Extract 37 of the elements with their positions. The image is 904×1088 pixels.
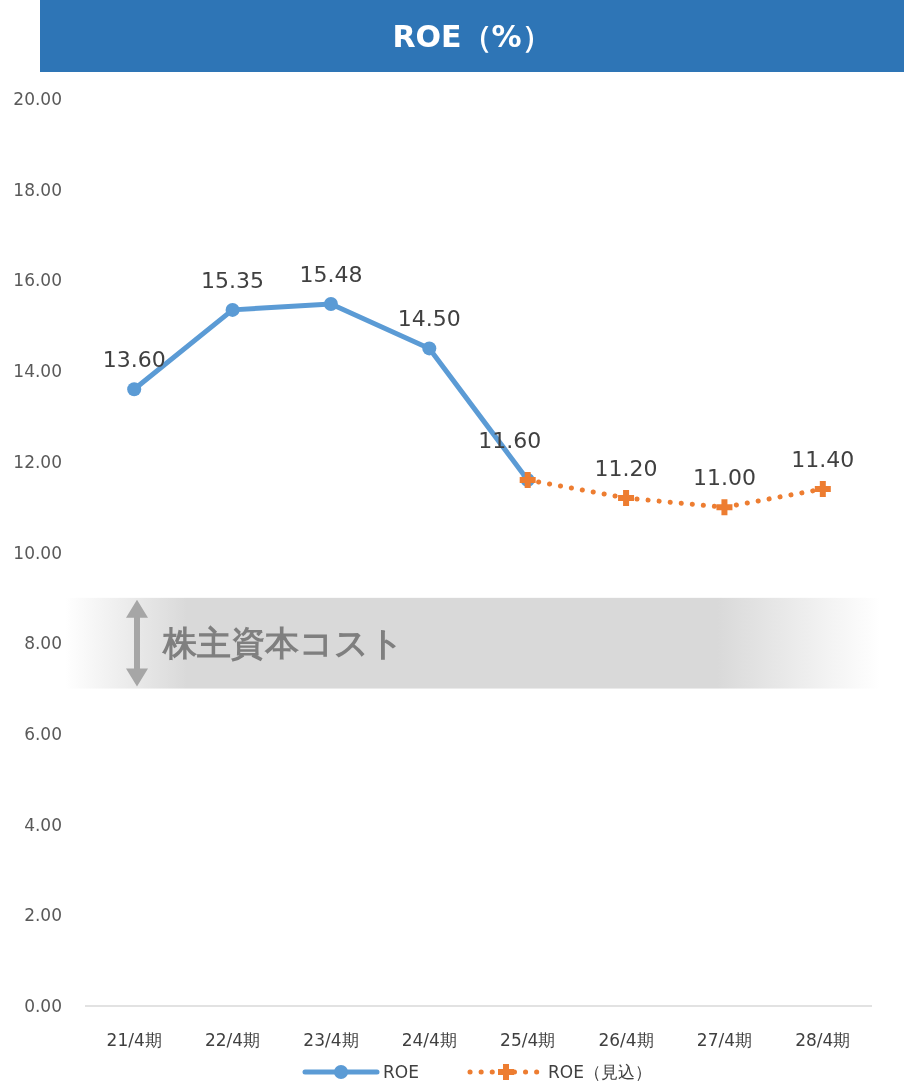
chart-title: ROE（%） bbox=[392, 19, 552, 54]
point bbox=[618, 490, 635, 507]
y-tick-label: 10.00 bbox=[13, 542, 62, 563]
point bbox=[716, 499, 733, 516]
y-tick-label: 20.00 bbox=[13, 89, 62, 109]
y-tick-label: 4.00 bbox=[24, 814, 62, 835]
point bbox=[127, 382, 142, 397]
point bbox=[814, 481, 831, 498]
y-tick-label: 8.00 bbox=[24, 633, 62, 654]
data-label: 11.40 bbox=[791, 447, 855, 473]
y-tick-label: 14.00 bbox=[13, 361, 62, 382]
data-label: 15.35 bbox=[201, 267, 265, 293]
data-label: 11.20 bbox=[594, 456, 658, 482]
data-label: 15.48 bbox=[299, 261, 363, 287]
x-tick-label: 22/4期 bbox=[204, 1030, 261, 1050]
band-label: 株主資本コスト bbox=[161, 623, 404, 664]
y-tick-label: 18.00 bbox=[13, 179, 62, 200]
y-tick-label: 2.00 bbox=[24, 905, 62, 926]
legend-label: ROE（見込） bbox=[548, 1062, 652, 1082]
x-tick-label: 27/4期 bbox=[696, 1030, 753, 1050]
x-tick-label: 23/4期 bbox=[303, 1030, 359, 1050]
x-tick-label: 25/4期 bbox=[500, 1030, 556, 1050]
y-tick-label: 12.00 bbox=[13, 451, 62, 472]
point bbox=[323, 296, 338, 311]
y-tick-label: 0.00 bbox=[24, 996, 62, 1016]
point bbox=[422, 341, 437, 356]
x-tick-label: 21/4期 bbox=[106, 1030, 162, 1050]
data-label: 11.00 bbox=[692, 465, 756, 491]
data-label: 14.50 bbox=[397, 306, 461, 332]
y-tick-label: 6.00 bbox=[24, 723, 62, 744]
x-tick-label: 26/4期 bbox=[598, 1030, 654, 1050]
x-tick-label: 28/4期 bbox=[795, 1030, 851, 1050]
data-label: 13.60 bbox=[102, 347, 166, 373]
point bbox=[225, 302, 240, 317]
x-tick-label: 24/4期 bbox=[401, 1030, 457, 1050]
y-tick-label: 16.00 bbox=[13, 270, 62, 291]
legend-label: ROE bbox=[383, 1062, 419, 1082]
